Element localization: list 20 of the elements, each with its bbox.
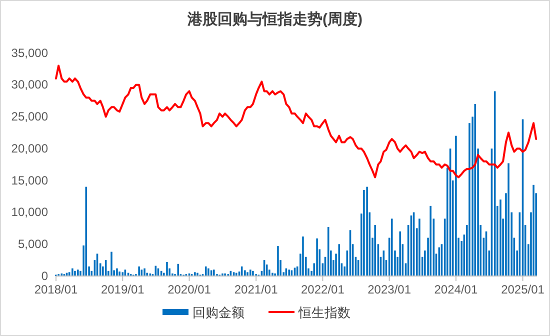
- y-tick-label: 20,000: [11, 141, 48, 156]
- chart-title: 港股回购与恒指走势(周度): [186, 10, 362, 28]
- y-tick-label: 0: [41, 268, 48, 283]
- y-tick-label: 10,000: [11, 205, 48, 220]
- y-tick-label: 25,000: [11, 110, 48, 124]
- x-tick-label: 2018/01: [34, 282, 78, 297]
- legend-label: 回购金额: [192, 305, 244, 320]
- x-tick-label: 2022/01: [301, 282, 345, 297]
- line-series: [55, 64, 538, 178]
- y-tick-label: 30,000: [11, 78, 48, 92]
- y-tick-label: 15,000: [11, 173, 48, 188]
- y-tick-label: 5,000: [18, 236, 48, 251]
- y-tick-label: 35,000: [11, 46, 48, 60]
- x-tick-label: 2021/01: [234, 282, 278, 297]
- x-tick-label: 2020/01: [168, 282, 212, 297]
- x-tick-label: 2025/01: [501, 282, 545, 297]
- x-tick-label: 2019/01: [100, 282, 145, 297]
- x-tick-label: 2023/01: [368, 282, 412, 297]
- legend-label: 恒生指数: [298, 305, 350, 320]
- x-tick-label: 2024/01: [434, 282, 478, 297]
